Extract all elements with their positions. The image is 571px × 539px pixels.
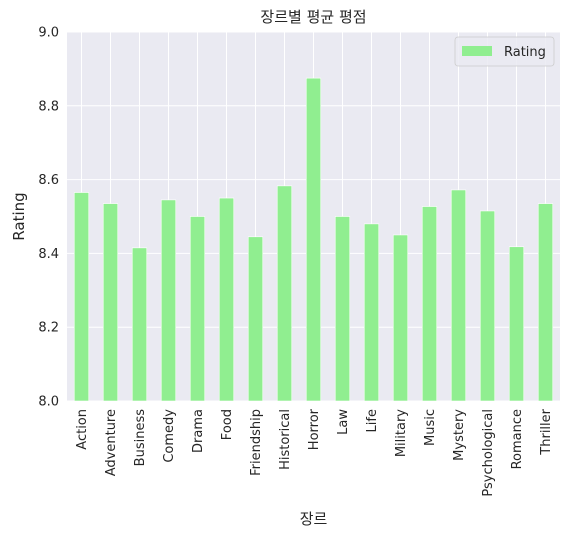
y-tick-label: 8.8 [38, 99, 59, 114]
bar-mystery [450, 189, 467, 402]
x-tick-label: Action [75, 409, 90, 450]
legend-swatch [462, 46, 492, 56]
legend-label: Rating [504, 45, 546, 60]
x-tick-label: Drama [191, 409, 206, 453]
legend: Rating [454, 36, 555, 67]
bar-historical [276, 185, 293, 402]
bar-friendship [247, 236, 264, 402]
x-tick-label: Mystery [452, 409, 467, 461]
x-tick-label: Comedy [162, 409, 177, 463]
bar-comedy [160, 199, 177, 402]
x-tick-label: Life [365, 409, 380, 432]
y-tick-label: 8.2 [38, 321, 59, 336]
y-tick-label: 9.0 [38, 26, 59, 41]
bar-music [421, 206, 438, 402]
bar-romance [508, 246, 525, 402]
bar-drama [189, 216, 206, 402]
bar-military [392, 234, 409, 402]
x-tick-label: Historical [278, 409, 293, 470]
x-tick-label: Horror [307, 408, 322, 450]
bar-food [218, 197, 235, 402]
bar-thriller [537, 203, 554, 402]
y-tick-label: 8.4 [38, 247, 59, 262]
bar-psychological [479, 210, 496, 402]
bar-life [363, 223, 380, 402]
x-tick-label: Psychological [481, 409, 496, 497]
y-axis-label: Rating [10, 192, 28, 240]
x-tick-label: Romance [510, 409, 525, 469]
x-tick-label: Business [133, 409, 148, 467]
y-tick-label: 8.6 [38, 173, 59, 188]
x-tick-labels: Action Adventure Business Comedy Drama Food Fr… [75, 408, 554, 496]
x-tick-label: Thriller [539, 408, 554, 455]
x-tick-label: Law [336, 409, 351, 435]
bar-horror [305, 77, 322, 402]
y-tick-labels: 8.0 8.2 8.4 8.6 8.8 9.0 [38, 26, 59, 410]
x-tick-label: Adventure [104, 409, 119, 476]
bar-law [334, 216, 351, 402]
x-tick-label: Military [394, 409, 409, 457]
x-tick-label: Friendship [249, 409, 264, 476]
x-tick-label: Food [220, 409, 235, 440]
bar-business [131, 247, 148, 402]
y-tick-label: 8.0 [38, 395, 59, 410]
legend-box [454, 36, 555, 67]
bar-adventure [102, 203, 119, 402]
bar-action [73, 192, 90, 402]
x-tick-label: Music [423, 409, 438, 446]
chart-title: 장르별 평균 평점 [260, 8, 366, 26]
x-axis-label: 장르 [300, 510, 328, 528]
bars-group [73, 77, 554, 402]
